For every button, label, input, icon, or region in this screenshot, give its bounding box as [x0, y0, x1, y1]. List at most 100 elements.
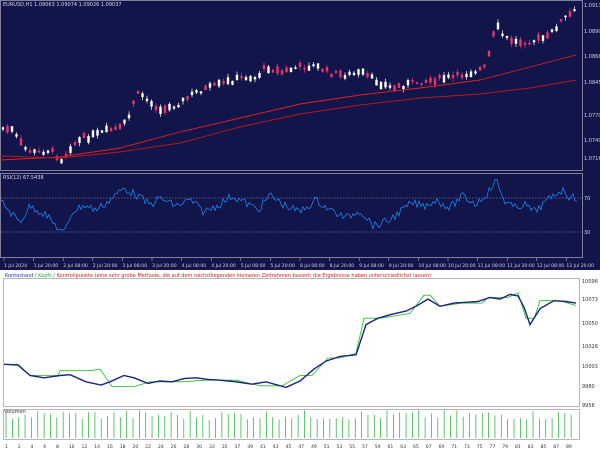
- candle-body: [352, 72, 356, 75]
- legend-separator: /: [53, 273, 56, 279]
- trade-axis-label: 85: [541, 444, 547, 450]
- volume-label: Volumen: [4, 409, 26, 415]
- candle-body: [532, 40, 536, 43]
- trade-axis-label: 10: [69, 444, 75, 450]
- moving-average-fast: [0, 54, 577, 161]
- candle-body: [366, 73, 369, 78]
- candle-body: [33, 149, 36, 153]
- trade-axis-label: 6: [43, 444, 46, 450]
- candle-body: [199, 91, 203, 94]
- candle-body: [573, 9, 576, 12]
- rsi-header: RSI(12) 67.5438: [3, 175, 44, 181]
- candle-body: [370, 74, 374, 79]
- candle-body: [96, 129, 99, 136]
- candle-body: [73, 141, 77, 146]
- candle-body: [136, 91, 140, 94]
- trade-axis-label: 65: [413, 444, 419, 450]
- rsi-level-label: 30: [584, 230, 590, 236]
- candle-body: [10, 126, 14, 132]
- trade-axis-label: 83: [528, 444, 534, 450]
- moving-average-slow: [0, 79, 577, 159]
- chart-background: [0, 0, 600, 270]
- trade-axis-label: 51: [324, 444, 330, 450]
- trade-axis-label: 75: [477, 444, 483, 450]
- time-axis-label: 4 Jul 08:00: [182, 263, 207, 269]
- time-axis-label: 9 Jul 20:00: [389, 263, 414, 269]
- trade-axis-label: 22: [145, 444, 151, 450]
- candle-body: [298, 62, 302, 67]
- candle-body: [420, 83, 423, 85]
- price-axis-label: 1.07400: [584, 138, 600, 144]
- candle-body: [316, 63, 320, 69]
- trade-axis-label: 49: [311, 444, 317, 450]
- rsi-level-label: 70: [584, 196, 590, 202]
- candle-body: [325, 67, 329, 72]
- balance-line: [3, 293, 577, 389]
- candle-body: [519, 39, 522, 47]
- legend-equity: Kopfs: [38, 273, 52, 279]
- chart-ohlc: 1.09063 1.09074 1.09026 1.09037: [34, 2, 122, 8]
- candle-body: [213, 82, 216, 86]
- price-chart-pane[interactable]: 1.09135 1.08905 1.08688 1.08458 1.07700 1.074…: [0, 0, 600, 270]
- candle-body: [285, 67, 288, 73]
- trade-axis-label: 73: [464, 444, 470, 450]
- volume-pane-frame: [3, 409, 580, 440]
- equity-axis-label: 10073: [582, 297, 598, 303]
- candle-body: [82, 133, 86, 139]
- candle-body: [442, 75, 446, 83]
- trade-axis-label: 12: [82, 444, 88, 450]
- candle-body: [402, 86, 405, 90]
- tester-graph-pane[interactable]: 10096 10073 10050 10026 10003 9980 9956 1 2 4 6 8 10…: [0, 270, 600, 450]
- candle-body: [19, 138, 23, 146]
- candle-body: [357, 69, 360, 75]
- legend-separator: /: [34, 273, 37, 279]
- time-axis-label: 2 Jul 20:00: [93, 263, 118, 269]
- candle-body: [15, 134, 18, 137]
- candle-body: [100, 130, 104, 133]
- time-axis-label: 10 Jul 08:00: [418, 263, 446, 269]
- time-axis-label: 1 Jul 2024: [4, 263, 27, 269]
- candle-body: [204, 85, 207, 91]
- trade-axis-label: 35: [222, 444, 228, 450]
- candle-body: [51, 148, 54, 153]
- candle-body: [109, 128, 113, 132]
- candle-body: [501, 33, 504, 36]
- time-axis-label: 3 Jul 20:00: [152, 263, 177, 269]
- trade-axis-label: 89: [566, 444, 572, 450]
- time-axis-label: 1 Jul 20:00: [34, 263, 59, 269]
- candle-body: [46, 150, 50, 153]
- candle-body: [330, 73, 333, 78]
- candle-body: [505, 36, 509, 38]
- candle-body: [429, 77, 432, 83]
- price-axis-label: 1.08688: [584, 54, 600, 60]
- candle-body: [415, 82, 419, 84]
- candle-body: [145, 98, 149, 101]
- trade-axis-label: 45: [286, 444, 292, 450]
- candle-body: [159, 106, 162, 115]
- candle-body: [294, 67, 297, 69]
- time-axis-label: 9 Jul 08:00: [359, 263, 384, 269]
- trade-axis-label: 55: [349, 444, 355, 450]
- candle-body: [433, 78, 437, 86]
- candle-body: [523, 42, 527, 45]
- candle-body: [514, 38, 518, 44]
- trade-axis-label: 47: [298, 444, 304, 450]
- candle-body: [244, 77, 248, 81]
- trade-axis-label: 18: [120, 444, 126, 450]
- trade-axis-label: 26: [171, 444, 177, 450]
- equity-axis-label: 9980: [582, 384, 595, 390]
- candle-body: [37, 150, 41, 153]
- trade-axis-label: 28: [184, 444, 190, 450]
- price-axis-label: 1.07700: [584, 113, 600, 119]
- candle-body: [181, 97, 185, 102]
- trade-axis-label: 1: [5, 444, 8, 450]
- candle-body: [568, 11, 572, 17]
- trade-axis-label: 14: [94, 444, 100, 450]
- candle-body: [550, 29, 554, 32]
- candle-body: [451, 74, 455, 79]
- candle-body: [280, 70, 284, 75]
- candle-body: [424, 79, 428, 83]
- candle-body: [141, 93, 144, 98]
- price-pane-frame: [0, 0, 583, 171]
- trade-axis-label: 2: [18, 444, 21, 450]
